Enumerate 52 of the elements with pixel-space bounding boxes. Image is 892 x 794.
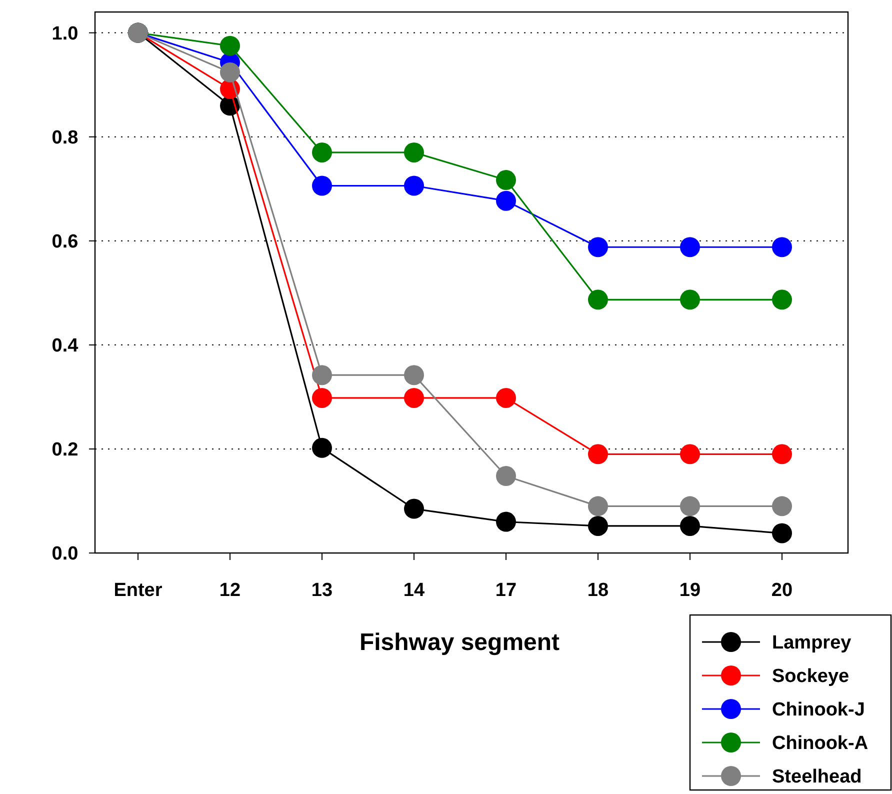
point bbox=[680, 516, 700, 536]
x-tick-label: 18 bbox=[587, 580, 609, 601]
x-tick-label: 13 bbox=[311, 580, 333, 601]
point bbox=[772, 237, 792, 258]
x-axis-title: Fishway segment bbox=[359, 629, 560, 656]
point bbox=[680, 444, 700, 464]
point bbox=[404, 142, 424, 162]
point bbox=[772, 523, 792, 544]
point bbox=[312, 438, 332, 458]
point bbox=[680, 237, 700, 258]
y-tick-label: 0.6 bbox=[52, 232, 78, 253]
y-tick-label: 0.0 bbox=[52, 544, 78, 565]
y-tick-label: 0.8 bbox=[52, 127, 78, 148]
legend-label: Sockeye bbox=[772, 666, 850, 688]
point bbox=[312, 142, 332, 162]
point bbox=[588, 516, 608, 536]
y-tick-label: 0.2 bbox=[52, 440, 78, 461]
point bbox=[312, 388, 332, 408]
x-tick-label: Enter bbox=[114, 580, 163, 601]
legend-label: Chinook-J bbox=[772, 700, 865, 721]
x-tick-label: 14 bbox=[403, 580, 425, 601]
point bbox=[680, 496, 700, 516]
point bbox=[312, 176, 332, 196]
legend-label: Steelhead bbox=[772, 766, 862, 788]
y-tick-label: 0.4 bbox=[52, 336, 79, 357]
point bbox=[588, 290, 608, 310]
legend-label: Lamprey bbox=[772, 632, 852, 654]
point bbox=[772, 444, 792, 464]
x-tick-label: 19 bbox=[679, 580, 701, 601]
point bbox=[588, 496, 608, 516]
point bbox=[496, 512, 516, 532]
legend-label: Chinook-A bbox=[772, 733, 868, 754]
point bbox=[772, 496, 792, 516]
y-tick-label: 1.0 bbox=[52, 23, 78, 44]
x-tick-label: 17 bbox=[495, 580, 517, 601]
point bbox=[404, 498, 424, 519]
point bbox=[496, 466, 516, 486]
point bbox=[220, 62, 240, 82]
point bbox=[496, 170, 516, 190]
point bbox=[496, 190, 516, 211]
point bbox=[312, 365, 332, 386]
point bbox=[588, 444, 608, 464]
point bbox=[220, 36, 240, 56]
point bbox=[404, 388, 424, 408]
point bbox=[680, 290, 700, 310]
point bbox=[772, 290, 792, 310]
point bbox=[404, 176, 424, 196]
x-tick-label: 20 bbox=[771, 580, 793, 601]
x-tick-label: 12 bbox=[219, 580, 241, 601]
point bbox=[588, 237, 608, 258]
point bbox=[496, 388, 516, 408]
point bbox=[404, 365, 424, 386]
